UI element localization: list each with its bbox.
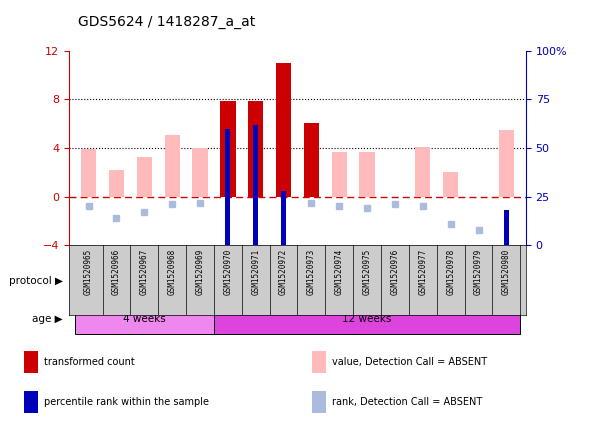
Text: age ▶: age ▶ — [32, 314, 63, 324]
Bar — [253, 125, 258, 245]
Bar — [81, 149, 96, 197]
Text: GSM1520979: GSM1520979 — [474, 249, 483, 295]
Bar — [504, 210, 509, 245]
Bar — [415, 147, 430, 197]
Text: value, Detection Call = ABSENT: value, Detection Call = ABSENT — [332, 357, 487, 367]
Bar — [220, 101, 236, 197]
FancyBboxPatch shape — [214, 305, 520, 334]
Text: 12 weeks: 12 weeks — [343, 314, 392, 324]
Text: GSM1520971: GSM1520971 — [251, 249, 260, 295]
Bar — [312, 391, 326, 413]
Text: GSM1520966: GSM1520966 — [112, 249, 121, 295]
FancyBboxPatch shape — [214, 266, 325, 296]
Text: 4 weeks: 4 weeks — [123, 314, 166, 324]
Text: GSM1520975: GSM1520975 — [362, 249, 371, 295]
Text: GSM1520969: GSM1520969 — [195, 249, 204, 295]
Text: GSM1520968: GSM1520968 — [168, 249, 177, 295]
Bar — [304, 123, 319, 197]
Bar — [23, 351, 38, 373]
Text: GSM1520973: GSM1520973 — [307, 249, 316, 295]
Text: GSM1520977: GSM1520977 — [418, 249, 427, 295]
Bar — [359, 152, 375, 197]
Bar — [443, 173, 459, 197]
Text: GDS5624 / 1418287_a_at: GDS5624 / 1418287_a_at — [78, 15, 255, 29]
Bar — [165, 135, 180, 197]
Bar — [499, 130, 514, 197]
FancyBboxPatch shape — [75, 305, 214, 334]
Text: GSM1520978: GSM1520978 — [446, 249, 455, 295]
Bar — [192, 148, 208, 197]
Text: untreated: untreated — [118, 276, 170, 286]
Text: GSM1520967: GSM1520967 — [140, 249, 149, 295]
Text: transformed count: transformed count — [44, 357, 135, 367]
Text: percentile rank within the sample: percentile rank within the sample — [44, 397, 209, 407]
Text: GSM1520974: GSM1520974 — [335, 249, 344, 295]
Text: protocol ▶: protocol ▶ — [9, 276, 63, 286]
Text: vehicle: vehicle — [251, 276, 288, 286]
Bar — [136, 157, 152, 197]
Bar — [281, 191, 286, 245]
Text: GSM1520970: GSM1520970 — [224, 249, 233, 295]
FancyBboxPatch shape — [325, 266, 520, 296]
Bar — [312, 351, 326, 373]
FancyBboxPatch shape — [75, 266, 214, 296]
Text: GSM1520972: GSM1520972 — [279, 249, 288, 295]
Bar — [225, 129, 230, 245]
Text: L-methionine and valproic acid: L-methionine and valproic acid — [342, 276, 504, 286]
Bar — [276, 63, 291, 197]
Text: GSM1520980: GSM1520980 — [502, 249, 511, 295]
Text: GSM1520976: GSM1520976 — [391, 249, 400, 295]
Text: rank, Detection Call = ABSENT: rank, Detection Call = ABSENT — [332, 397, 483, 407]
Text: GSM1520965: GSM1520965 — [84, 249, 93, 295]
Bar — [248, 101, 263, 197]
Bar — [332, 152, 347, 197]
Bar — [23, 391, 38, 413]
Bar — [109, 170, 124, 197]
